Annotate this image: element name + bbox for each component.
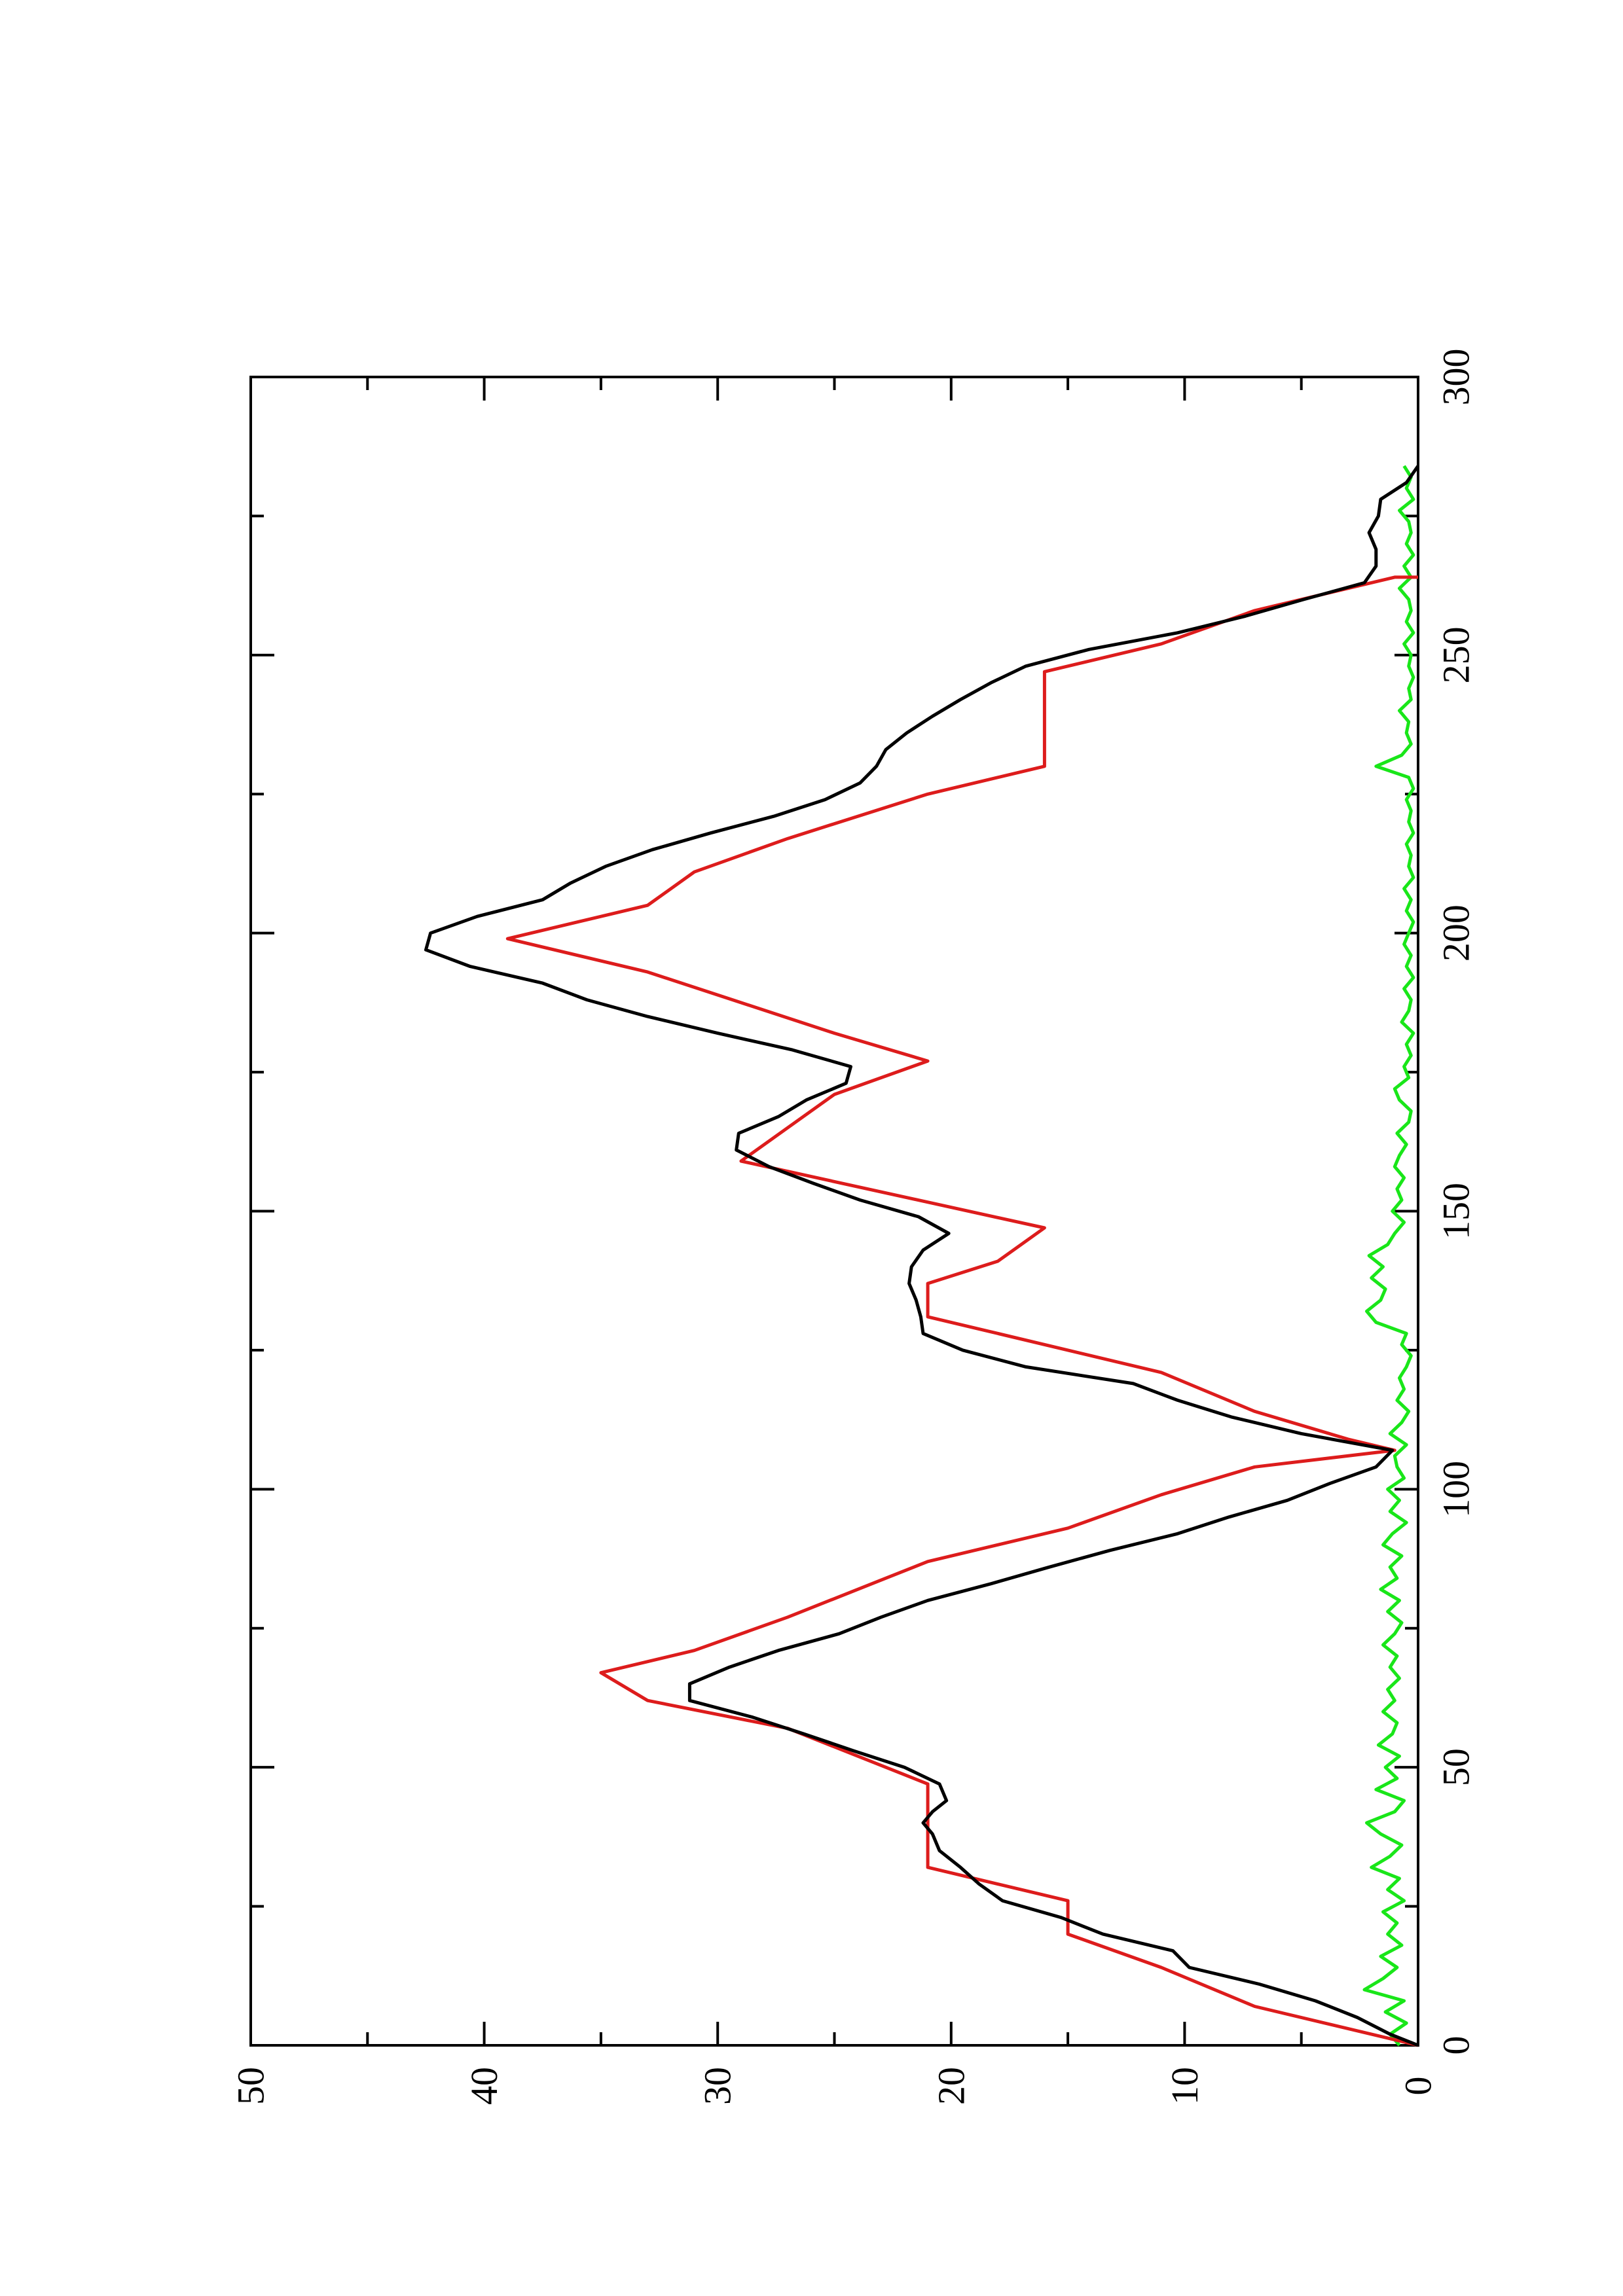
series-line-smooth [424,465,1420,2047]
y-tick-label: 20 [930,2067,972,2105]
axis-tick-labels: 0 50 100 150 200 250 300 0 10 20 30 40 50 [230,349,1478,2106]
series-line-stepped [505,575,1419,2047]
y-tick-label: 30 [697,2067,739,2105]
series-line-noisy [1362,465,1415,2047]
x-tick-label: 200 [1435,905,1478,961]
axis-ticks [249,376,1419,2047]
x-tick-label: 250 [1435,626,1478,683]
plot-area-frame [249,376,1419,2047]
y-tick-label: 10 [1163,2067,1206,2105]
y-tick-label: 50 [230,2067,272,2105]
y-tick-label: 0 [1397,2077,1440,2096]
x-tick-label: 100 [1435,1461,1478,1518]
x-tick-label: 0 [1435,2036,1478,2055]
x-tick-label: 150 [1435,1183,1478,1240]
series-layer [424,465,1420,2047]
x-tick-label: 300 [1435,349,1478,406]
x-tick-label: 50 [1435,1748,1478,1786]
y-tick-label: 40 [463,2067,505,2105]
